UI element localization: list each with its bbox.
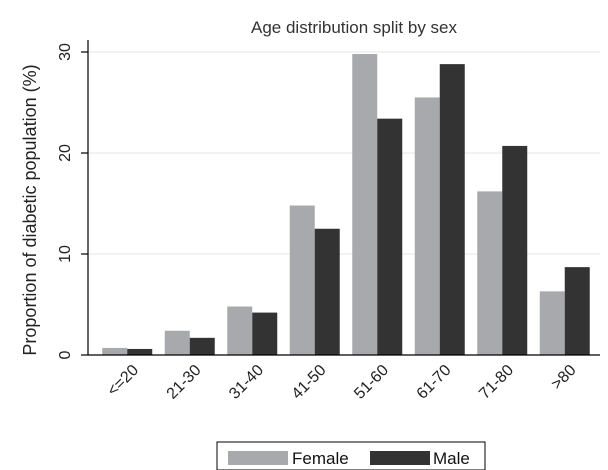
bar-female [539, 291, 565, 355]
legend-swatch-male [370, 451, 430, 465]
bar-male [377, 118, 403, 355]
y-tick-label: 0 [57, 350, 74, 359]
x-ticks: <=20 21-30 31-40 41-50 51-60 61-70 71-80 >80 [104, 362, 579, 403]
x-tick-label: <=20 [104, 362, 142, 400]
legend-label-female: Female [292, 449, 349, 468]
x-tick-label: 31-40 [226, 362, 267, 403]
bar-female [477, 191, 503, 355]
bar-male [564, 267, 590, 355]
y-tick-label: 20 [57, 144, 74, 162]
legend-label-male: Male [433, 449, 470, 468]
chart-title: Age distribution split by sex [251, 18, 457, 37]
x-tick-label: >80 [548, 362, 579, 393]
x-tick-label: 41-50 [289, 362, 330, 403]
y-axis-label: Proportion of diabetic population (%) [20, 64, 40, 355]
bar-female [414, 97, 440, 355]
x-tick-label: 71-80 [476, 362, 517, 403]
bar-male [502, 145, 528, 355]
bar-female [352, 54, 378, 356]
bar-female [227, 306, 253, 355]
bar-male [189, 337, 215, 355]
bar-male [127, 348, 153, 355]
bar-male [314, 228, 340, 355]
bar-male [252, 312, 278, 355]
legend: Female Male [216, 441, 486, 470]
bars [102, 54, 590, 356]
y-ticks: 0 10 20 30 [57, 43, 88, 359]
x-tick-label: 61-70 [414, 362, 455, 403]
bar-female [102, 347, 128, 355]
x-tick-label: 21-30 [164, 362, 205, 403]
bar-male [439, 64, 465, 356]
bar-female [164, 330, 190, 355]
legend-box [216, 441, 486, 470]
bar-female [289, 205, 315, 355]
legend-swatch-female [228, 451, 288, 465]
y-tick-label: 10 [57, 245, 74, 263]
x-tick-label: 51-60 [351, 362, 392, 403]
y-tick-label: 30 [57, 43, 74, 61]
